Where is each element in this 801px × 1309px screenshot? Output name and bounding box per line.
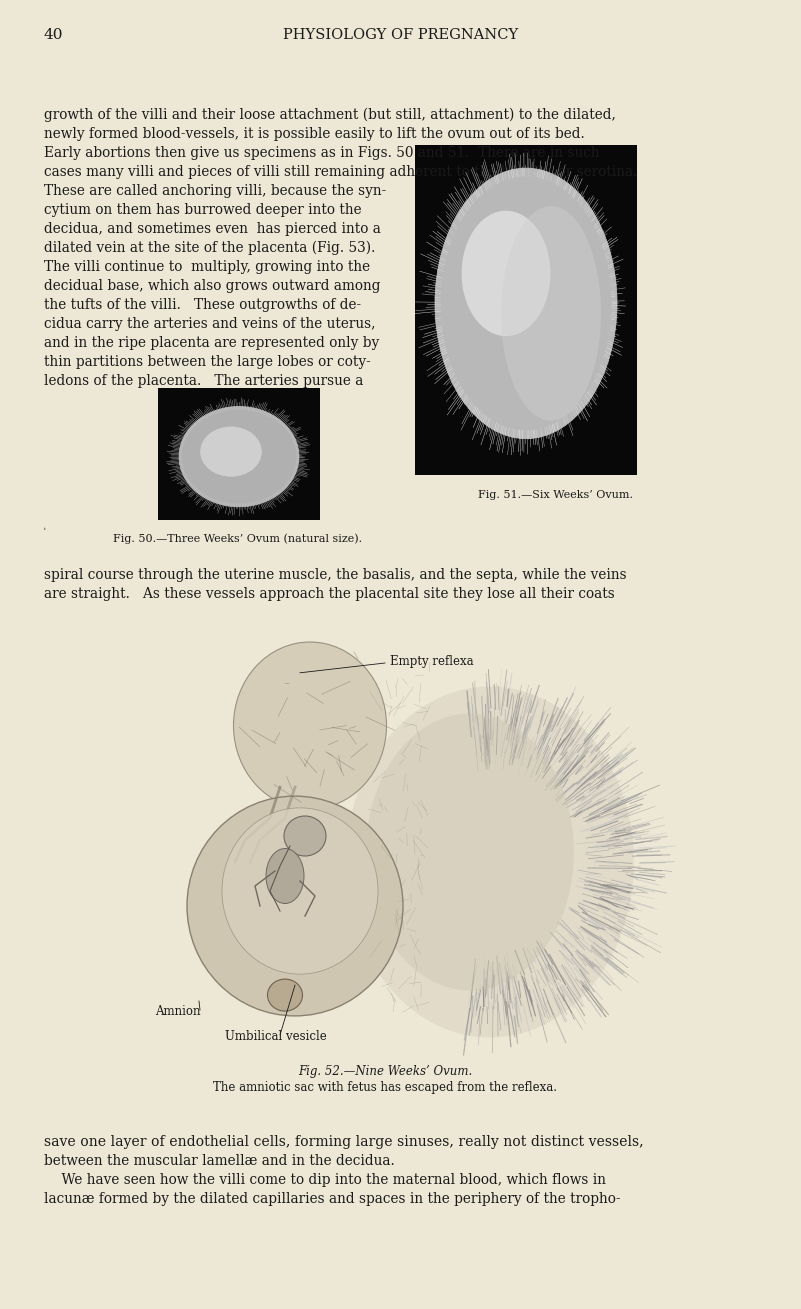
- Text: lacunæ formed by the dilated capillaries and spaces in the periphery of the trop: lacunæ formed by the dilated capillaries…: [44, 1192, 621, 1206]
- Text: cases many villi and pieces of villi still remaining adherent to the basalis, or: cases many villi and pieces of villi sti…: [44, 165, 638, 179]
- Bar: [415, 145, 637, 475]
- Ellipse shape: [187, 796, 403, 1016]
- Text: dilated vein at the site of the placenta (Fig. 53).: dilated vein at the site of the placenta…: [44, 241, 376, 255]
- Text: decidual base, which also grows outward among: decidual base, which also grows outward …: [44, 279, 380, 293]
- Text: cytium on them has burrowed deeper into the: cytium on them has burrowed deeper into …: [44, 203, 361, 217]
- Text: newly formed blood-vessels, it is possible easily to lift the ovum out of its be: newly formed blood-vessels, it is possib…: [44, 127, 585, 141]
- Text: Early abortions then give us specimens as in Figs. 50 and 51.  There are in such: Early abortions then give us specimens a…: [44, 147, 600, 160]
- Bar: [158, 387, 320, 520]
- Text: spiral course through the uterine muscle, the basalis, and the septa, while the : spiral course through the uterine muscle…: [44, 568, 626, 583]
- Text: between the muscular lamellæ and in the decidua.: between the muscular lamellæ and in the …: [44, 1155, 395, 1168]
- Text: Amnion: Amnion: [155, 1005, 200, 1018]
- Text: Fig. 52.—Nine Weeks’ Ovum.: Fig. 52.—Nine Weeks’ Ovum.: [298, 1066, 472, 1079]
- Ellipse shape: [461, 211, 550, 336]
- Text: the tufts of the villi.   These outgrowths of de-: the tufts of the villi. These outgrowths…: [44, 298, 361, 312]
- Text: These are called anchoring villi, because the syn-: These are called anchoring villi, becaus…: [44, 185, 386, 198]
- Ellipse shape: [200, 427, 262, 476]
- Text: thin partitions between the large lobes or coty-: thin partitions between the large lobes …: [44, 355, 371, 369]
- Ellipse shape: [268, 979, 303, 1011]
- Ellipse shape: [435, 168, 617, 439]
- Text: decidua, and sometimes even  has pierced into a: decidua, and sometimes even has pierced …: [44, 223, 380, 236]
- Ellipse shape: [366, 713, 574, 991]
- Text: The amniotic sac with fetus has escaped from the reflexa.: The amniotic sac with fetus has escaped …: [213, 1081, 557, 1094]
- Text: are straight.   As these vessels approach the placental site they lose all their: are straight. As these vessels approach …: [44, 586, 614, 601]
- Text: ⁱ: ⁱ: [44, 528, 46, 535]
- Text: PHYSIOLOGY OF PREGNANCY: PHYSIOLOGY OF PREGNANCY: [283, 27, 518, 42]
- Text: Umbilical vesicle: Umbilical vesicle: [225, 1030, 327, 1043]
- Text: The villi continue to  multiply, growing into the: The villi continue to multiply, growing …: [44, 260, 370, 274]
- Text: Fig. 51.—Six Weeks’ Ovum.: Fig. 51.—Six Weeks’ Ovum.: [478, 490, 634, 500]
- Text: growth of the villi and their loose attachment (but still, attachment) to the di: growth of the villi and their loose atta…: [44, 109, 616, 122]
- Ellipse shape: [266, 848, 304, 903]
- Ellipse shape: [222, 808, 378, 974]
- Text: 40: 40: [44, 27, 63, 42]
- Text: cidua carry the arteries and veins of the uterus,: cidua carry the arteries and veins of th…: [44, 317, 376, 331]
- Ellipse shape: [284, 816, 326, 856]
- Ellipse shape: [179, 407, 299, 507]
- Ellipse shape: [234, 641, 387, 809]
- Text: Fig. 50.—Three Weeks’ Ovum (natural size).: Fig. 50.—Three Weeks’ Ovum (natural size…: [114, 533, 363, 543]
- Text: save one layer of endothelial cells, forming large sinuses, really not distinct : save one layer of endothelial cells, for…: [44, 1135, 644, 1149]
- Text: We have seen how the villi come to dip into the maternal blood, which flows in: We have seen how the villi come to dip i…: [44, 1173, 606, 1187]
- Ellipse shape: [501, 206, 601, 420]
- Text: ledons of the placenta.   The arteries pursue a: ledons of the placenta. The arteries pur…: [44, 374, 364, 387]
- Ellipse shape: [346, 686, 634, 1038]
- Text: Empty reflexa: Empty reflexa: [390, 654, 473, 668]
- Text: and in the ripe placenta are represented only by: and in the ripe placenta are represented…: [44, 336, 379, 350]
